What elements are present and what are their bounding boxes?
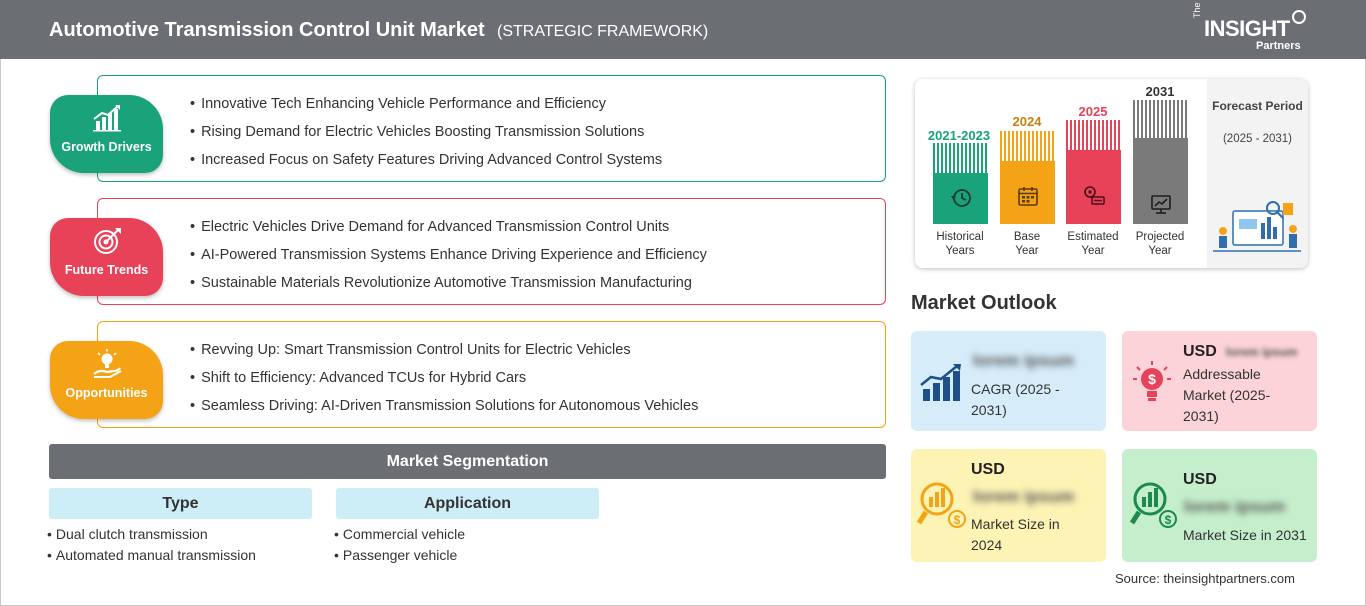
historical-years-bar [933, 143, 988, 224]
opportunities-list: Revving Up: Smart Transmission Control U… [190, 339, 698, 423]
bar-year-base: 2024 [1012, 114, 1042, 129]
bar-label-estimated: Estimated Year [1067, 231, 1119, 257]
list-item: Automated manual transmission [47, 545, 256, 566]
list-item: Revving Up: Smart Transmission Control U… [190, 339, 698, 367]
addressable-usd: USD [1183, 343, 1217, 360]
growth-drivers-badge: Growth Drivers [50, 95, 163, 173]
cagr-card: lorem ipsum CAGR (2025 - 2031) [911, 331, 1106, 431]
forecast-period-range: (2025 - 2031) [1222, 133, 1293, 145]
magnifier-chart-icon: $ [917, 482, 966, 528]
market-size-2031-card: $ USD lorem ipsum Market Size in 2031 [1122, 449, 1317, 562]
logo-partners-text: Partners [1256, 40, 1301, 52]
future-trends-label: Future Trends [64, 263, 149, 277]
analytics-people-icon [1213, 201, 1301, 252]
dollar-bulb-icon: $ [1133, 361, 1171, 401]
growth-drivers-list: Innovative Tech Enhancing Vehicle Perfor… [190, 93, 662, 177]
growth-drivers-label: Growth Drivers [61, 140, 152, 154]
opportunities-panel: Revving Up: Smart Transmission Control U… [97, 321, 886, 428]
logo-the-text: The [1192, 2, 1202, 18]
growth-chart-icon [93, 105, 121, 132]
logo-brand-text: INSIGHT [1204, 16, 1290, 41]
opportunities-label: Opportunities [65, 386, 148, 400]
addressable-market-card: $ USD lorem ipsum Addressable Market (20… [1122, 331, 1317, 431]
future-trends-panel: Electric Vehicles Drive Demand for Advan… [97, 198, 886, 305]
estimated-year-bar [1066, 120, 1121, 224]
bar-label-projected: Projected Year [1135, 231, 1185, 257]
bar-year-historical: 2021-2023 [927, 128, 991, 143]
bar-label-historical: Historical Years [936, 231, 984, 257]
lightbulb-hand-icon [93, 349, 122, 378]
magnifier-chart-icon: $ [1129, 482, 1177, 528]
bar-year-estimated: 2025 [1078, 104, 1108, 119]
page-subtitle: (STRATEGIC FRAMEWORK) [497, 23, 709, 40]
list-item: Dual clutch transmission [47, 524, 256, 545]
page-title: Automotive Transmission Control Unit Mar… [49, 19, 485, 41]
list-item: AI-Powered Transmission Systems Enhance … [190, 244, 707, 272]
list-item: Increased Focus on Safety Features Drivi… [190, 149, 662, 177]
target-icon [94, 228, 121, 254]
list-item: Shift to Efficiency: Advanced TCUs for H… [190, 367, 698, 395]
svg-text:$: $ [1148, 371, 1156, 387]
size-2024-text: Market Size in 2024 [971, 516, 1060, 553]
addressable-text: Addressable Market (2025-2031) [1183, 366, 1271, 424]
future-trends-list: Electric Vehicles Drive Demand for Advan… [190, 216, 707, 300]
future-trends-badge: Future Trends [50, 218, 163, 296]
cagr-value: lorem ipsum [973, 351, 1075, 370]
projected-year-bar [1133, 100, 1188, 224]
history-icon [951, 189, 971, 207]
size-2031-text: Market Size in 2031 [1183, 527, 1307, 543]
growth-drivers-panel: Innovative Tech Enhancing Vehicle Perfor… [97, 75, 886, 182]
market-size-2024-card: $ USD lorem ipsum Market Size in 2024 [911, 449, 1106, 562]
list-item: Electric Vehicles Drive Demand for Advan… [190, 216, 707, 244]
list-item: Seamless Driving: AI-Driven Transmission… [190, 395, 698, 423]
market-segmentation-header: Market Segmentation [49, 444, 886, 479]
header-bar: Automotive Transmission Control Unit Mar… [0, 0, 1366, 59]
segment-application-heading: Application [336, 488, 599, 519]
bar-label-base: Base Year [1013, 231, 1041, 257]
bar-year-projected: 2031 [1145, 84, 1175, 99]
cagr-text: CAGR (2025 - 2031) [971, 381, 1060, 418]
segment-type-heading: Type [49, 488, 312, 519]
list-item: Commercial vehicle [334, 524, 465, 545]
projection-icon [1151, 195, 1171, 214]
size-2031-value: lorem ipsum [1184, 497, 1286, 516]
list-item: Rising Demand for Electric Vehicles Boos… [190, 121, 662, 149]
estimate-icon [1084, 186, 1105, 205]
source-note: Source: theinsightpartners.com [1115, 571, 1295, 586]
forecast-period-label: Forecast Period [1212, 99, 1303, 113]
svg-text:$: $ [954, 513, 961, 527]
rising-bars-icon [920, 364, 961, 401]
calendar-icon [1018, 187, 1038, 206]
segment-application-list: Commercial vehicle Passenger vehicle [334, 524, 465, 566]
market-outlook-title: Market Outlook [911, 292, 1057, 314]
logo-arc-icon [1292, 10, 1306, 24]
size-2024-value: lorem ipsum [973, 487, 1075, 506]
timeline-card: Forecast Period (2025 - 2031) 2021-2023 … [915, 79, 1308, 268]
opportunities-badge: Opportunities [50, 341, 163, 419]
size-2024-usd: USD [971, 461, 1005, 478]
size-2031-usd: USD [1183, 471, 1217, 488]
list-item: Passenger vehicle [334, 545, 465, 566]
segment-type-list: Dual clutch transmission Automated manua… [47, 524, 256, 566]
list-item: Sustainable Materials Revolutionize Auto… [190, 272, 707, 300]
list-item: Innovative Tech Enhancing Vehicle Perfor… [190, 93, 662, 121]
addressable-value: lorem ipsum [1226, 345, 1298, 359]
base-year-bar [1000, 131, 1055, 224]
insight-partners-logo[interactable]: The INSIGHT Partners [1190, 2, 1310, 54]
svg-text:$: $ [1165, 513, 1172, 527]
